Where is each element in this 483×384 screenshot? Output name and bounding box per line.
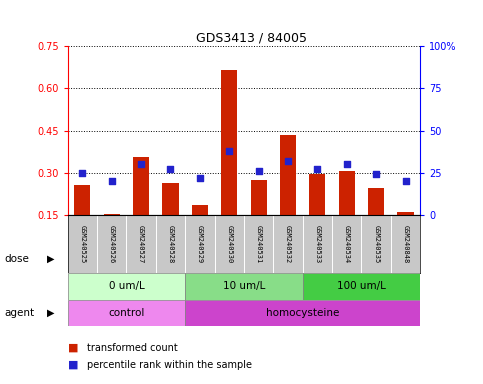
Point — [343, 161, 351, 167]
Bar — [368, 188, 384, 215]
Text: percentile rank within the sample: percentile rank within the sample — [87, 360, 252, 370]
Text: GSM240529: GSM240529 — [197, 225, 203, 263]
Bar — [133, 157, 149, 215]
Bar — [74, 185, 90, 215]
Point — [137, 161, 145, 167]
Point — [78, 170, 86, 176]
Bar — [68, 300, 185, 326]
Text: control: control — [108, 308, 144, 318]
Text: 10 um/L: 10 um/L — [223, 281, 265, 291]
Point — [196, 175, 204, 181]
Text: GSM240525: GSM240525 — [79, 225, 85, 263]
Text: 0 um/L: 0 um/L — [109, 281, 144, 291]
Text: transformed count: transformed count — [87, 343, 178, 353]
Bar — [280, 135, 296, 215]
Text: GDS3413 / 84005: GDS3413 / 84005 — [196, 31, 307, 44]
Bar — [185, 273, 303, 300]
Bar — [303, 273, 420, 300]
Bar — [185, 300, 420, 326]
Bar — [251, 180, 267, 215]
Text: GSM240530: GSM240530 — [226, 225, 232, 263]
Bar — [309, 174, 326, 215]
Bar — [104, 214, 120, 215]
Point — [313, 166, 321, 172]
Text: GSM240527: GSM240527 — [138, 225, 144, 263]
Text: GSM240534: GSM240534 — [344, 225, 350, 263]
Bar — [339, 171, 355, 215]
Text: ■: ■ — [68, 360, 78, 370]
Point — [255, 168, 262, 174]
Point — [226, 148, 233, 154]
Point — [167, 166, 174, 172]
Text: GSM240531: GSM240531 — [256, 225, 262, 263]
Text: agent: agent — [5, 308, 35, 318]
Bar — [221, 70, 237, 215]
Bar — [162, 183, 179, 215]
Text: GSM240848: GSM240848 — [402, 225, 409, 263]
Point — [402, 178, 410, 184]
Text: dose: dose — [5, 254, 30, 264]
Point — [284, 158, 292, 164]
Text: ▶: ▶ — [47, 254, 55, 264]
Text: GSM240526: GSM240526 — [109, 225, 114, 263]
Point — [108, 178, 115, 184]
Bar — [192, 205, 208, 215]
Text: homocysteine: homocysteine — [266, 308, 340, 318]
Text: GSM240528: GSM240528 — [168, 225, 173, 263]
Bar — [398, 212, 413, 215]
Text: GSM240533: GSM240533 — [314, 225, 320, 263]
Text: 100 um/L: 100 um/L — [337, 281, 386, 291]
Text: GSM240532: GSM240532 — [285, 225, 291, 263]
Point — [372, 171, 380, 177]
Text: ▶: ▶ — [47, 308, 55, 318]
Bar — [68, 273, 185, 300]
Text: GSM240535: GSM240535 — [373, 225, 379, 263]
Text: ■: ■ — [68, 343, 78, 353]
